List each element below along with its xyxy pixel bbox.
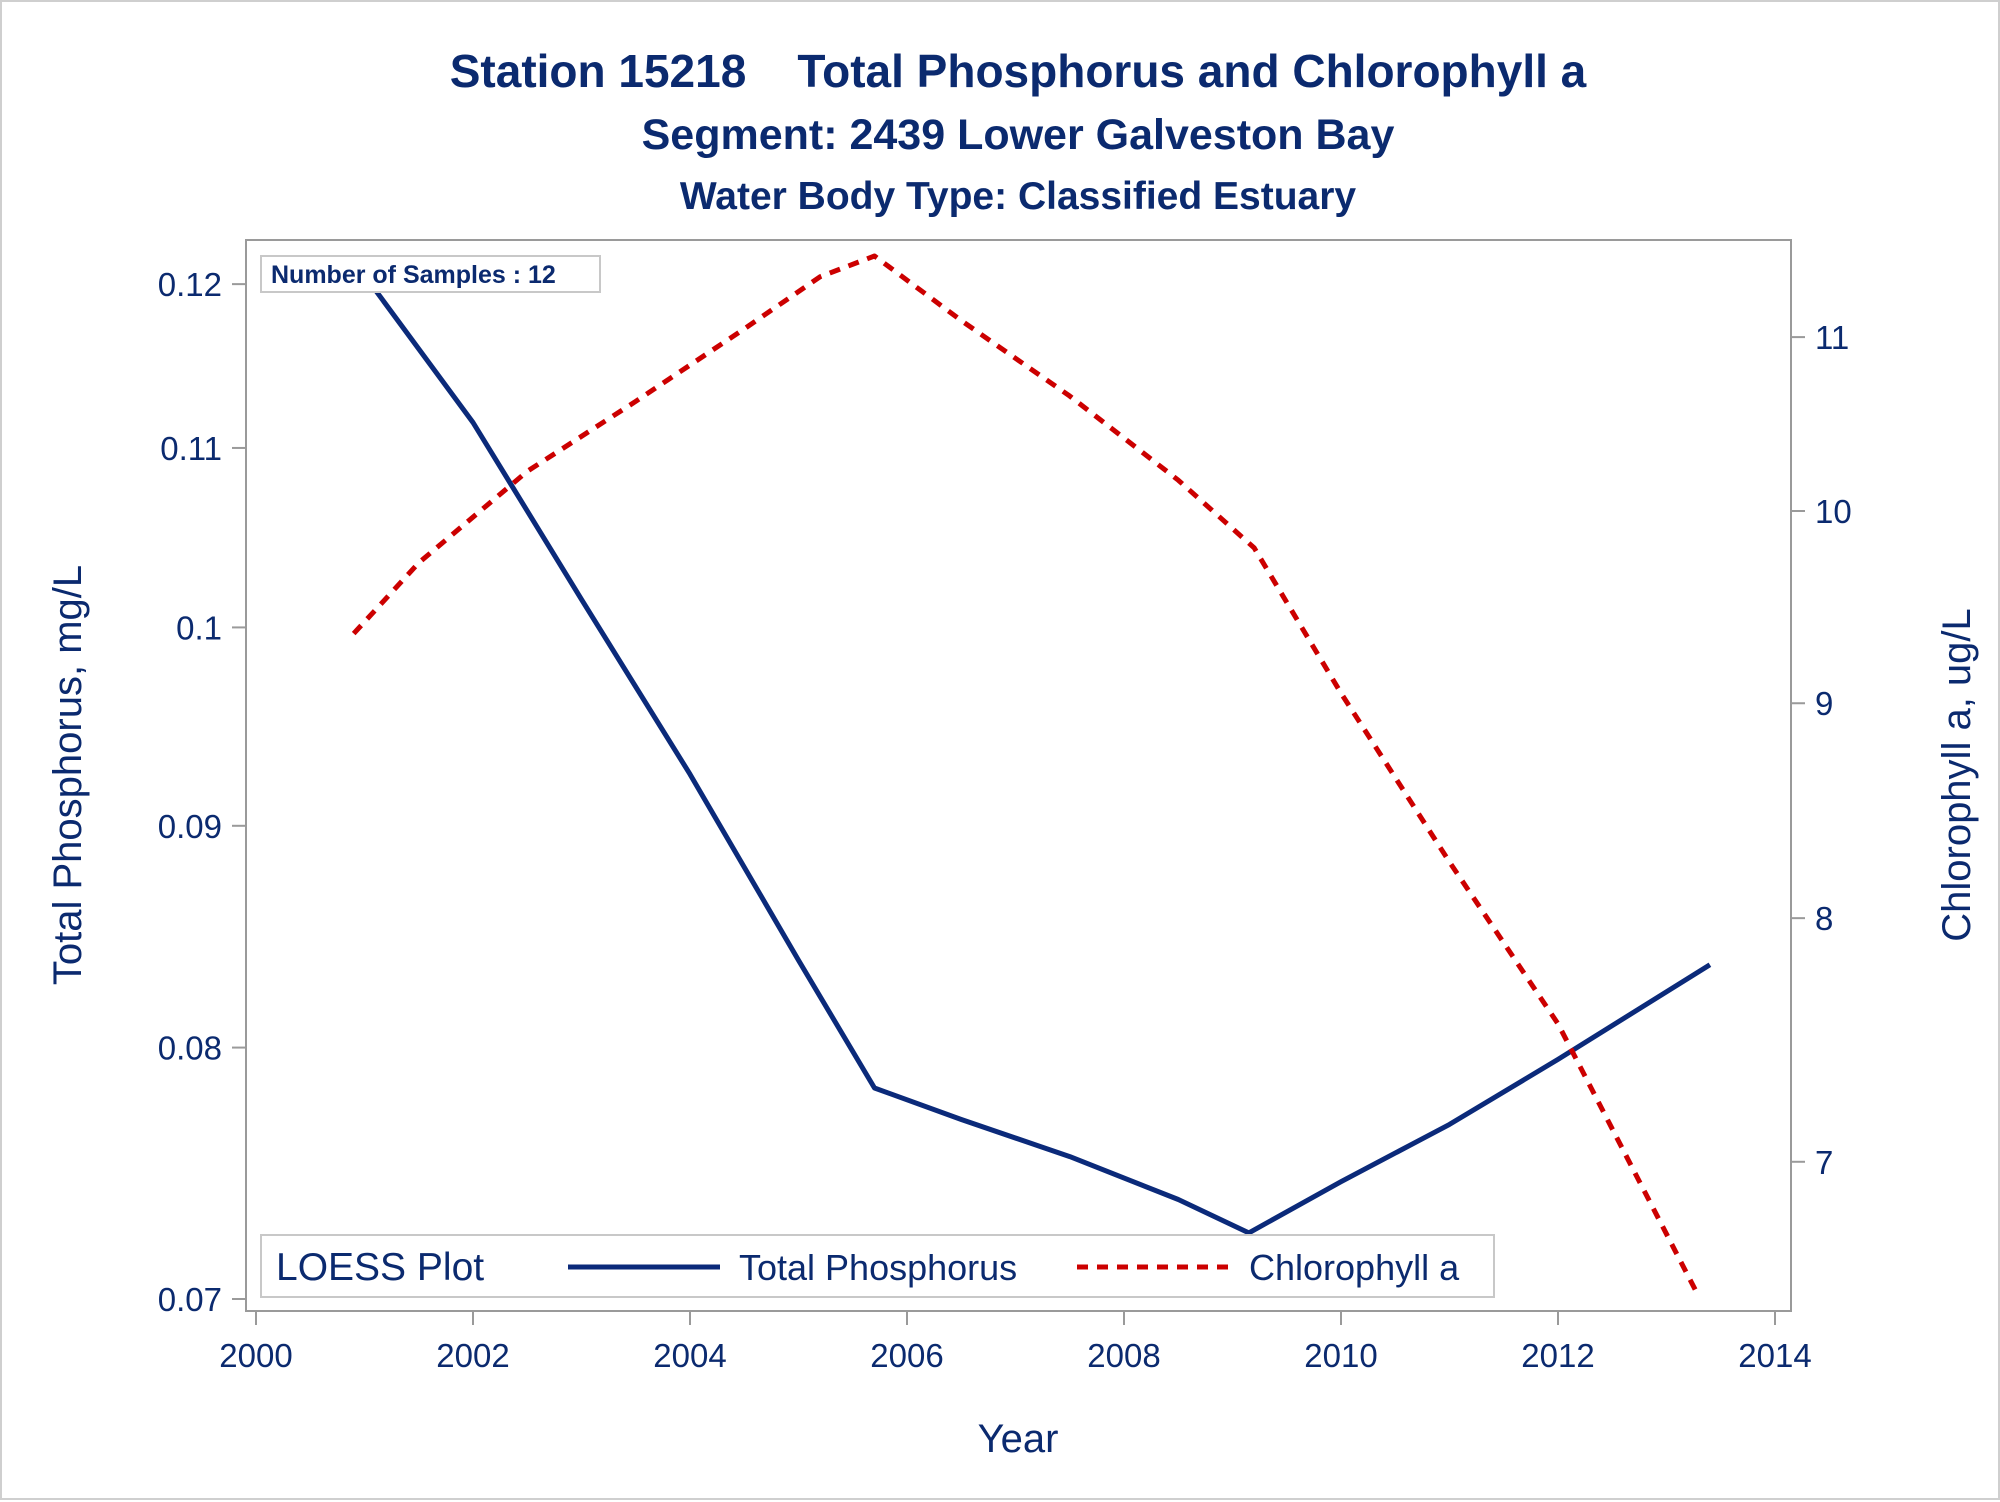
chart-subtitle: Segment: 2439 Lower Galveston Bay	[642, 111, 1395, 159]
x-tick-label: 2004	[653, 1337, 726, 1374]
y-axis-left-label: Total Phosphorus, mg/L	[46, 565, 90, 985]
y-axis-right: 7 8 9 10 11	[1791, 319, 1852, 1181]
x-tick-label: 2012	[1521, 1337, 1594, 1374]
y-left-tick-label: 0.07	[158, 1281, 222, 1318]
chart-subtitle-2: Water Body Type: Classified Estuary	[680, 175, 1356, 218]
y-left-tick-label: 0.1	[176, 609, 222, 646]
y-left-tick-label: 0.12	[158, 266, 222, 303]
x-axis: 2000 2002 2004 2006 2008 2010 2012 2014	[219, 1310, 1812, 1374]
x-tick-label: 2002	[436, 1337, 509, 1374]
x-tick-label: 2014	[1738, 1337, 1811, 1374]
legend-title: LOESS Plot	[276, 1246, 484, 1289]
y-right-tick-label: 10	[1815, 493, 1852, 530]
legend-box	[260, 1234, 1495, 1298]
samples-inset-label: Number of Samples : 12	[271, 261, 556, 289]
x-tick-label: 2010	[1304, 1337, 1377, 1374]
x-axis-label: Year	[978, 1417, 1059, 1461]
y-left-tick-label: 0.09	[158, 808, 222, 845]
x-tick-label: 2006	[870, 1337, 943, 1374]
y-right-tick-label: 9	[1815, 685, 1833, 722]
y-right-tick-label: 8	[1815, 900, 1833, 937]
y-left-tick-label: 0.08	[158, 1030, 222, 1067]
chart-title: Station 15218 Total Phosphorus and Chlor…	[450, 45, 1587, 97]
legend: LOESS Plot Total Phosphorus Chlorophyll …	[260, 1234, 1495, 1298]
series-line-phosphorus	[351, 259, 1712, 1236]
series-line-chlorophyll	[351, 253, 1702, 1299]
x-tick-label: 2008	[1087, 1337, 1160, 1374]
y-axis-right-label: Chlorophyll a, ug/L	[1935, 608, 1979, 942]
samples-inset-box	[260, 255, 601, 293]
y-axis-left: 0.07 0.08 0.09 0.1 0.11 0.12	[158, 266, 246, 1318]
series-layer	[351, 253, 1712, 1299]
plot-area	[245, 239, 1792, 1312]
y-right-tick-label: 11	[1815, 319, 1849, 356]
legend-entry-chlorophyll: Chlorophyll a	[1249, 1247, 1460, 1288]
legend-entry-phosphorus: Total Phosphorus	[739, 1247, 1017, 1288]
x-tick-label: 2000	[219, 1337, 292, 1374]
y-left-tick-label: 0.11	[160, 430, 222, 467]
y-right-tick-label: 7	[1815, 1144, 1833, 1181]
